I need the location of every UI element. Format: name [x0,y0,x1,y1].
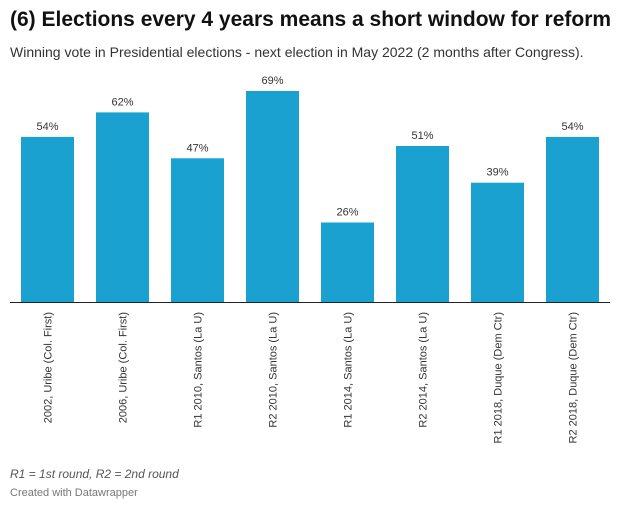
bar [96,112,149,303]
category-label: R2 2014, Santos (La U) [418,312,430,428]
bar-value-label: 51% [411,130,433,142]
chart-subtitle: Winning vote in Presidential elections -… [10,44,584,60]
category-label: R1 2014, Santos (La U) [343,312,355,428]
bar-value-label: 39% [486,167,508,179]
bar [471,182,524,302]
bar [171,158,224,302]
bar [321,222,374,302]
bar-value-label: 47% [186,142,208,154]
datawrapper-credit: Created with Datawrapper [10,487,138,499]
bar-value-label: 26% [336,207,358,219]
category-label: R2 2018, Duque (Dem Ctr) [568,312,580,443]
bar [546,136,599,302]
bar [396,146,449,302]
bar-value-label: 69% [261,75,283,87]
bar-value-label: 62% [111,96,133,108]
category-label: 2002, Uribe (Col. First) [43,312,55,423]
bar-chart: 54% 2002, Uribe (Col. First) 62% 2006, Urib… [10,75,610,443]
bar-value-label: 54% [36,121,58,133]
category-label: R1 2010, Santos (La U) [193,312,205,428]
chart-title: (6) Elections every 4 years means a shor… [10,8,612,31]
bar [21,136,74,302]
category-label: 2006, Uribe (Col. First) [118,312,130,423]
chart-notes: R1 = 1st round, R2 = 2nd round [10,467,179,481]
category-label: R1 2018, Duque (Dem Ctr) [493,312,505,443]
bar-value-label: 54% [561,121,583,133]
category-label: R2 2010, Santos (La U) [268,312,280,428]
bar [246,91,299,302]
